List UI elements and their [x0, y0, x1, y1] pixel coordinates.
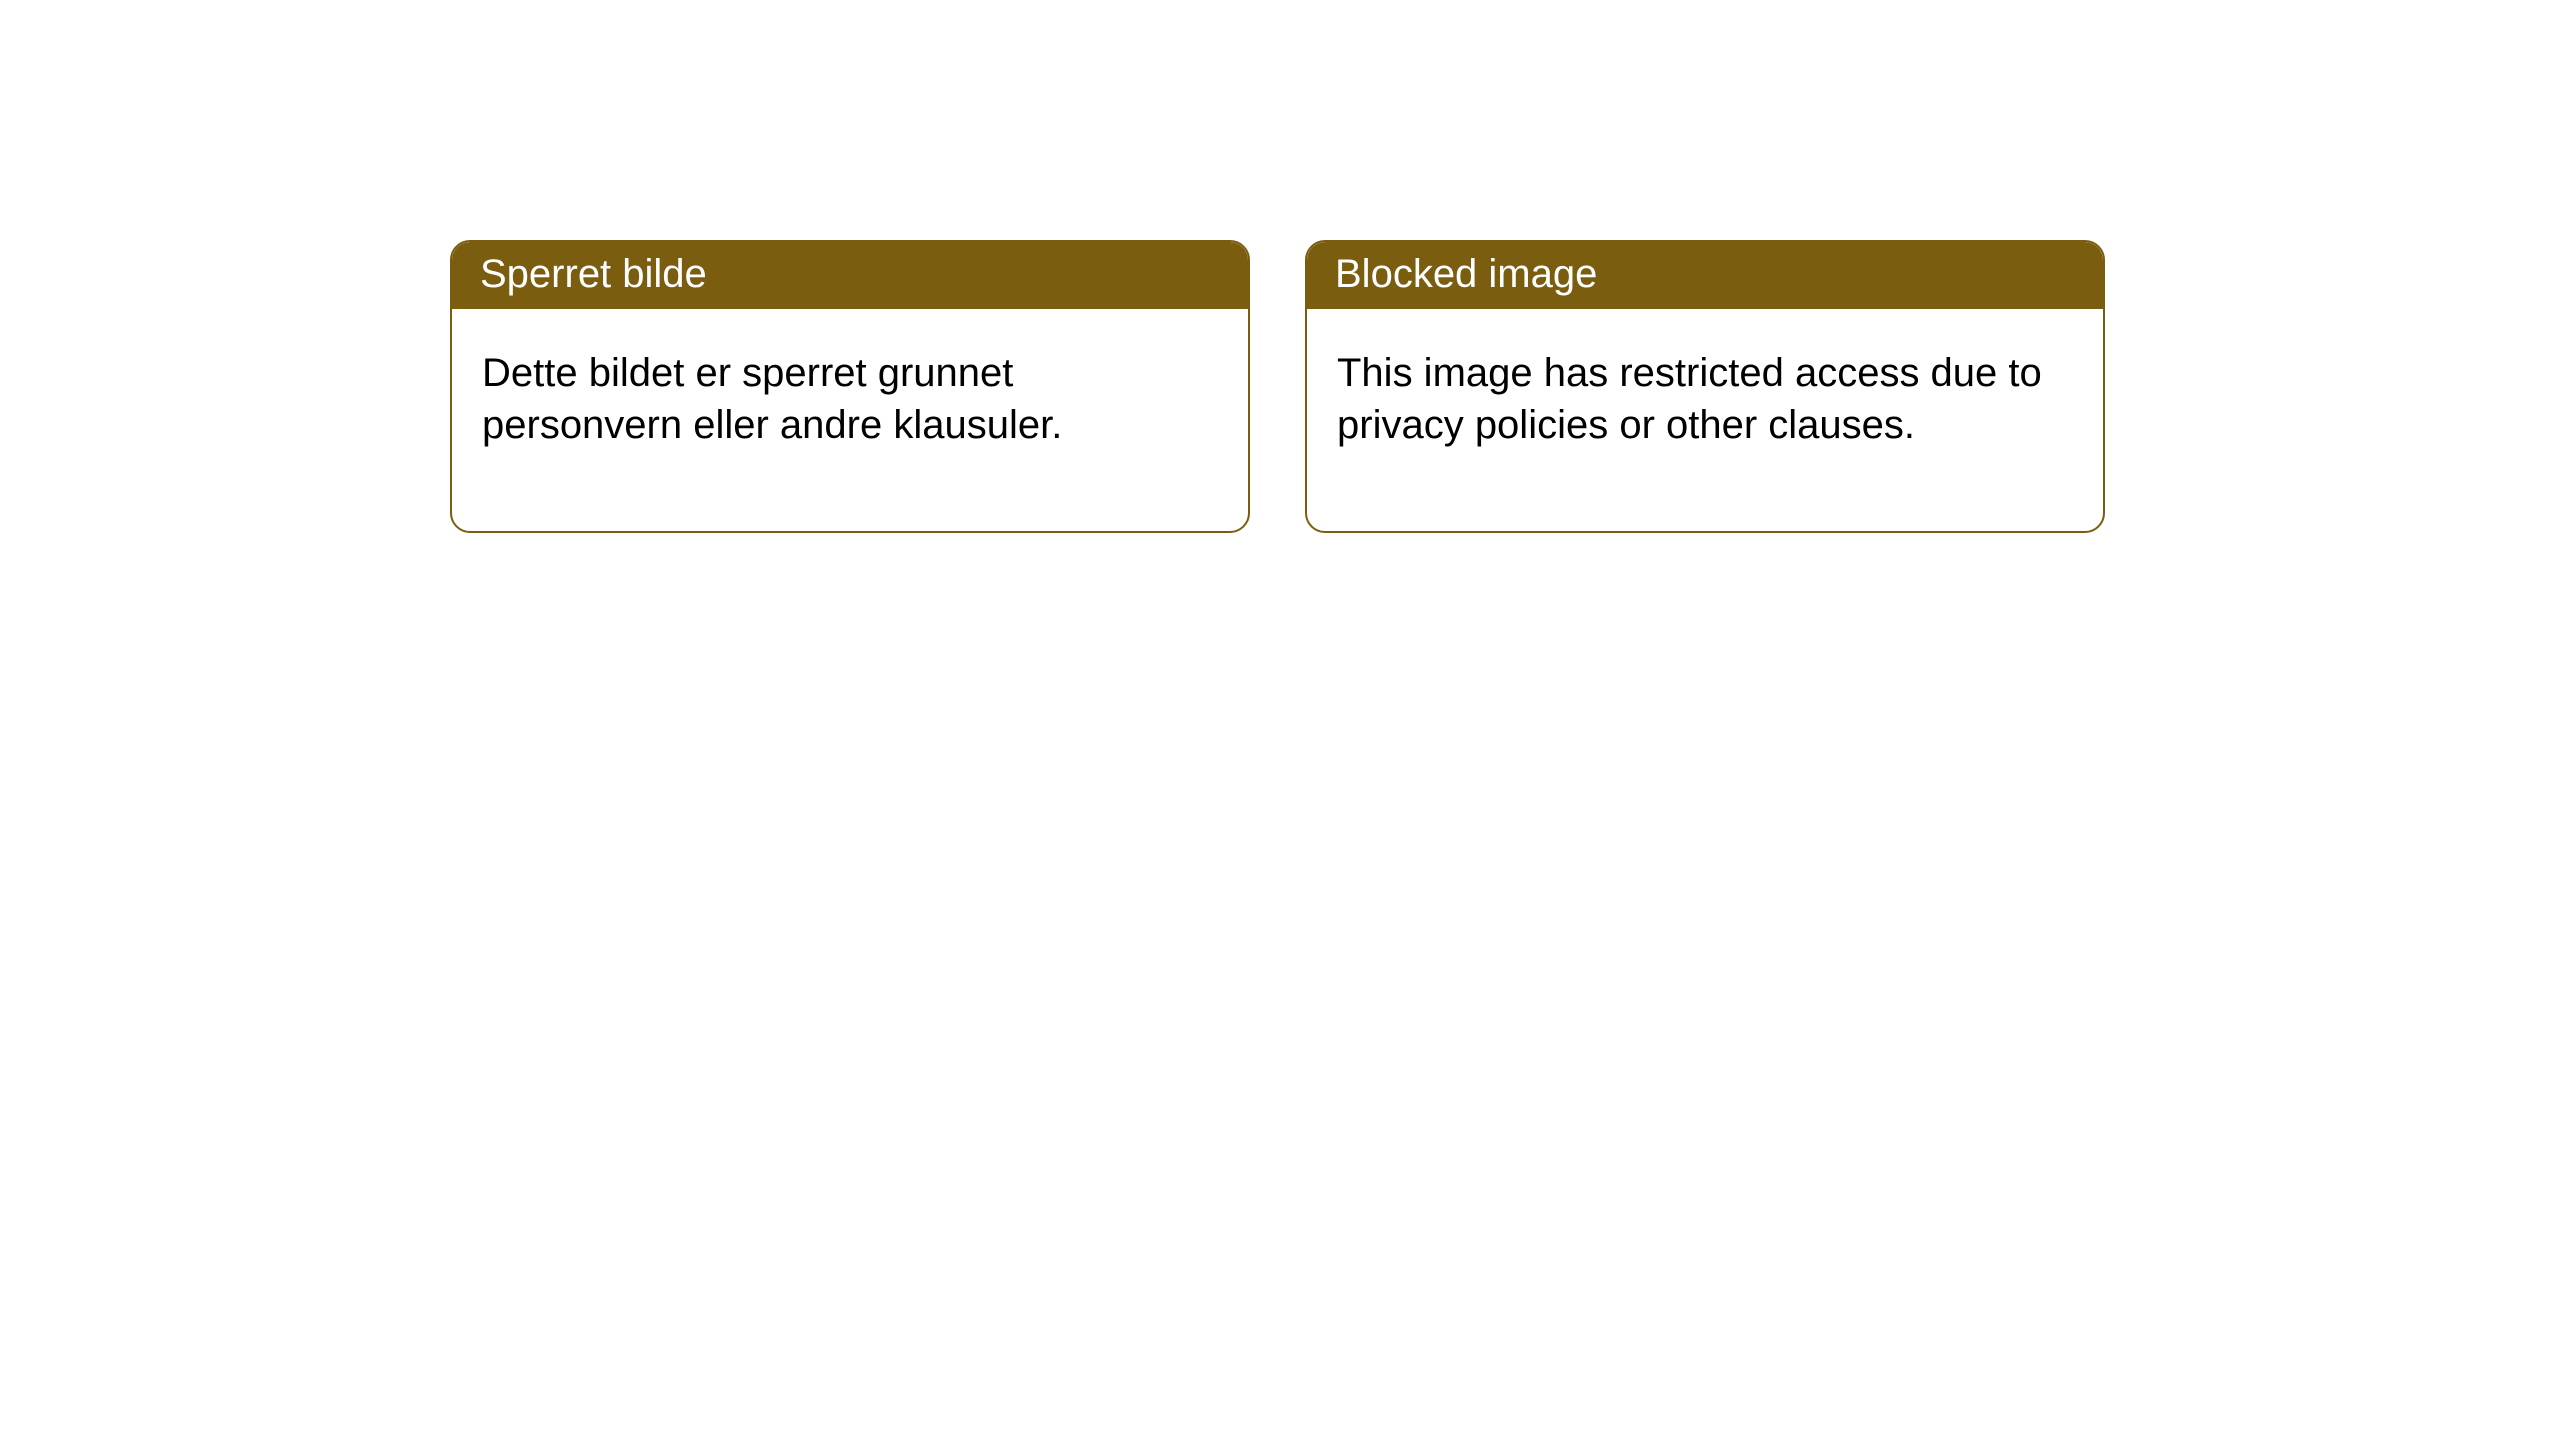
- card-english: Blocked image This image has restricted …: [1305, 240, 2105, 533]
- card-body: Dette bildet er sperret grunnet personve…: [452, 309, 1248, 531]
- card-header: Sperret bilde: [452, 242, 1248, 309]
- card-header: Blocked image: [1307, 242, 2103, 309]
- card-container: Sperret bilde Dette bildet er sperret gr…: [0, 0, 2560, 533]
- card-body: This image has restricted access due to …: [1307, 309, 2103, 531]
- card-norwegian: Sperret bilde Dette bildet er sperret gr…: [450, 240, 1250, 533]
